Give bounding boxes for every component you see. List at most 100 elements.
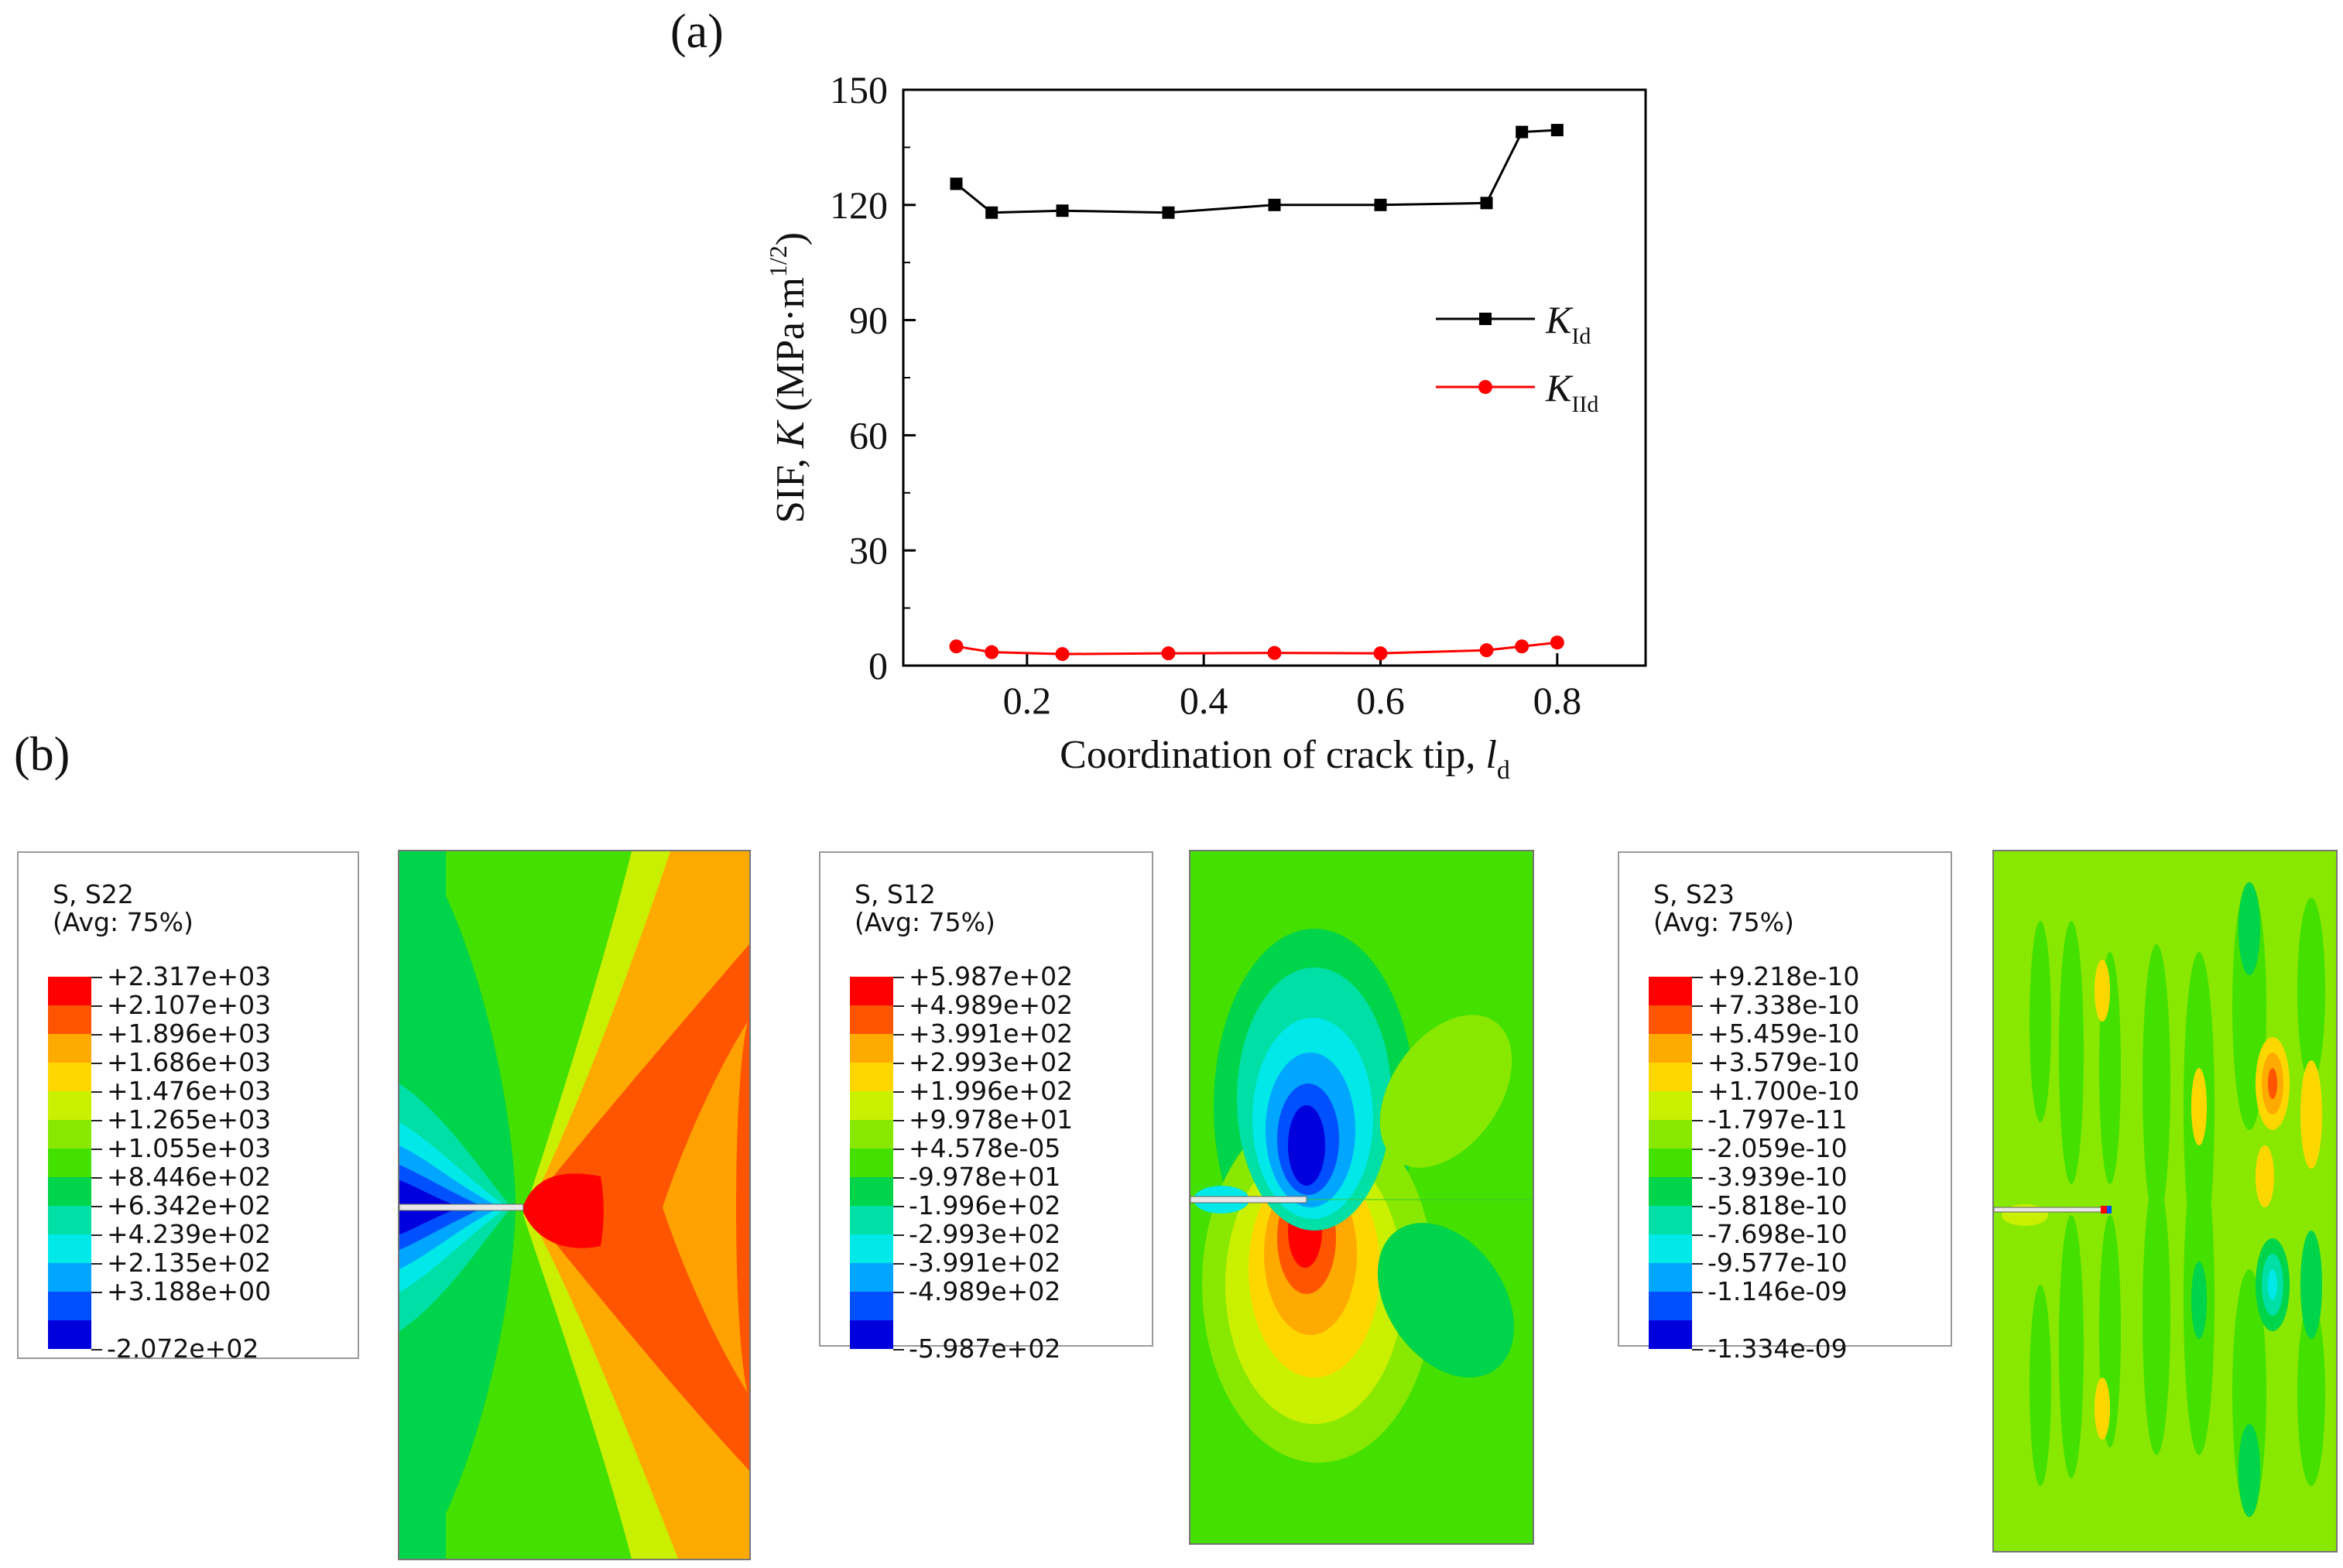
panel-a-label: (a) [670, 5, 724, 58]
legend-title: S, S22 [53, 879, 134, 909]
y-axis-label: SIF, K (MPa·m1/2) [764, 232, 813, 523]
legend-swatch [850, 1292, 893, 1320]
legend-value: -5.818e-10 [1708, 1190, 1848, 1221]
x-tick-label: 0.4 [1180, 679, 1228, 722]
legend-swatch [48, 1120, 91, 1149]
legend-swatch [1649, 1177, 1692, 1206]
data-point-K_Id [1550, 124, 1564, 137]
data-point-K_Id [950, 177, 963, 190]
contour-plot-s22 [398, 850, 751, 1560]
legend-swatch [1649, 1063, 1692, 1091]
legend-swatch [48, 1292, 91, 1320]
legend-value: +6.342e+02 [107, 1190, 272, 1221]
legend-value: +3.991e+02 [909, 1019, 1074, 1049]
y-tick-label: 0 [868, 644, 888, 687]
legend-swatch [48, 1177, 91, 1206]
y-tick-label: 120 [830, 183, 888, 227]
legend-swatch [48, 1234, 91, 1263]
data-point-K_Id [1056, 204, 1069, 217]
legend-swatch [850, 977, 893, 1005]
legend-swatch [1649, 1263, 1692, 1292]
data-point-K_IId [949, 639, 964, 654]
legend-value: -2.072e+02 [107, 1333, 259, 1364]
legend-tick [1692, 1292, 1703, 1293]
legend-swatch [1649, 1034, 1692, 1063]
legend-value: +4.239e+02 [107, 1219, 272, 1249]
legend-value: +4.989e+02 [909, 990, 1074, 1020]
legend-label-K_Id: KId [1545, 298, 1591, 349]
legend-tick [1692, 1177, 1703, 1179]
legend-value: +1.265e+03 [107, 1104, 272, 1135]
legend-tick [91, 1091, 102, 1093]
legend-swatch [48, 1005, 91, 1034]
legend-tick [91, 1292, 102, 1293]
legend-tick [91, 1206, 102, 1207]
legend-tick [1692, 1120, 1703, 1121]
legend-value: +1.055e+03 [107, 1133, 272, 1163]
data-point-K_IId [1373, 646, 1388, 661]
data-point-K_IId [985, 645, 999, 659]
legend-value: +1.476e+03 [107, 1076, 272, 1106]
data-point-K_IId [1055, 647, 1070, 662]
legend-tick [893, 1063, 904, 1064]
legend-tick [893, 1034, 904, 1036]
legend-value: +2.317e+03 [107, 961, 272, 991]
data-point-K_IId [1479, 643, 1494, 658]
series-line-K_IId [956, 641, 1557, 656]
legend-tick [91, 1063, 102, 1064]
legend-swatch [48, 1206, 91, 1234]
legend-swatch [48, 1091, 91, 1120]
legend-tick [1692, 1349, 1703, 1351]
legend-value: +5.987e+02 [909, 961, 1074, 991]
legend-value: -2.993e+02 [909, 1219, 1061, 1249]
legend-tick [1692, 1034, 1703, 1036]
legend-tick [1692, 1263, 1703, 1265]
legend-swatch [1649, 1149, 1692, 1177]
series-line-K_Id [955, 128, 1557, 214]
legend-tick [1692, 1063, 1703, 1064]
legend-value: -9.577e-10 [1708, 1248, 1848, 1278]
legend-swatch [850, 1063, 893, 1091]
legend-tick [1692, 1091, 1703, 1093]
y-tick-label: 60 [849, 413, 888, 457]
legend-swatch [850, 1005, 893, 1034]
legend-tick [1692, 1206, 1703, 1207]
legend-marker-K_IId [1478, 380, 1492, 394]
y-tick-label: 90 [849, 299, 888, 342]
legend-marker-K_Id [1479, 313, 1492, 325]
x-tick-label: 0.8 [1533, 679, 1582, 722]
legend-swatch [48, 1149, 91, 1177]
legend-label-K_IId: KIId [1545, 366, 1598, 417]
data-point-K_IId [1550, 635, 1564, 650]
legend-value: +2.993e+02 [909, 1047, 1074, 1077]
legend-value: +8.446e+02 [107, 1162, 272, 1192]
data-point-K_IId [1515, 639, 1529, 654]
legend-title: S, S23 [1653, 879, 1735, 909]
legend-swatch [850, 1149, 893, 1177]
legend-value: -1.797e-11 [1708, 1104, 1848, 1135]
legend-value: -4.989e+02 [909, 1276, 1061, 1306]
data-point-K_IId [1267, 645, 1282, 660]
legend-tick [893, 1206, 904, 1207]
x-tick-label: 0.2 [1003, 679, 1052, 722]
legend-swatch [48, 977, 91, 1005]
legend-swatch [1649, 1120, 1692, 1149]
legend-tick [1692, 1149, 1703, 1150]
legend-s23: S, S23 (Avg: 75%) +9.218e-10 +7.338e-10 +5… [1618, 851, 1952, 1363]
legend-tick [893, 1005, 904, 1007]
legend-tick [1692, 1005, 1703, 1007]
legend-tick [893, 1292, 904, 1293]
legend-swatch [48, 1263, 91, 1292]
data-point-K_Id [1268, 198, 1281, 211]
legend-value: +7.338e-10 [1708, 990, 1860, 1020]
legend-swatch [48, 1034, 91, 1063]
legend-swatch [1649, 1206, 1692, 1234]
legend-swatch [850, 1320, 893, 1349]
legend-tick [91, 1263, 102, 1265]
legend-swatch [1649, 977, 1692, 1005]
legend-swatch [1649, 1320, 1692, 1349]
legend-swatch [850, 1120, 893, 1149]
legend-s12: S, S12 (Avg: 75%) +5.987e+02 +4.989e+02 +3… [819, 851, 1153, 1363]
data-point-K_IId [1161, 646, 1176, 661]
legend-value: -3.939e-10 [1708, 1162, 1848, 1192]
